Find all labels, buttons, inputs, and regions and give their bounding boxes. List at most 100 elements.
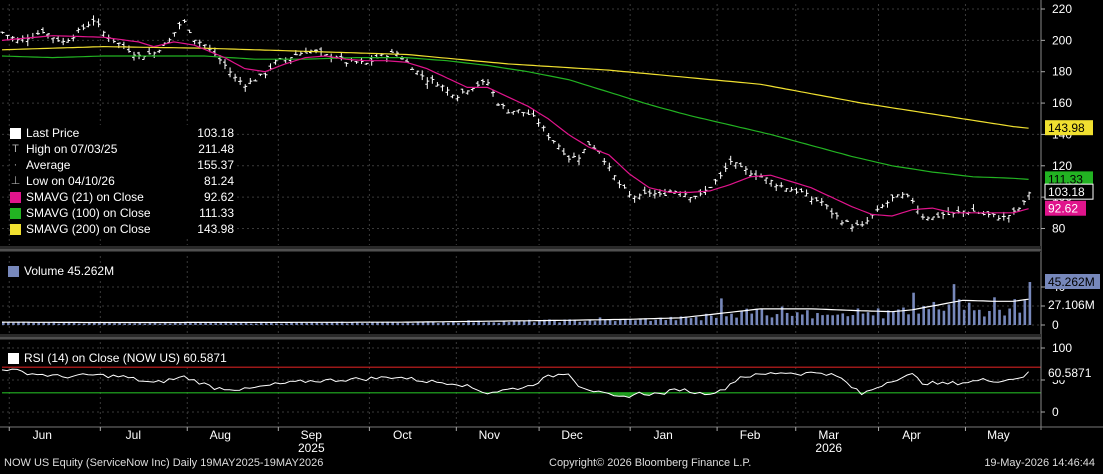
volume-bar (345, 323, 349, 325)
volume-bar (204, 322, 207, 325)
volume-bar (93, 322, 96, 325)
price-tick-label: 180 (1052, 65, 1072, 79)
volume-bar (62, 322, 66, 325)
volume-bar (391, 322, 394, 325)
volume-bar (543, 319, 546, 325)
price-value-tag: 92.62 (1048, 202, 1078, 216)
volume-bar (153, 322, 157, 325)
volume-bar (436, 323, 440, 325)
volume-bar (927, 309, 931, 325)
legend-value: 103.18 (197, 126, 234, 140)
volume-bar (315, 322, 319, 325)
volume-bar (755, 308, 759, 325)
legend-swatch (8, 265, 19, 277)
volume-bar (553, 321, 556, 325)
volume-bar (634, 320, 637, 325)
volume-bar (861, 313, 865, 325)
volume-bar (1013, 299, 1017, 325)
year-label: 2025 (298, 441, 325, 455)
legend-marker-avg: · (13, 159, 18, 171)
volume-bar (52, 321, 56, 325)
volume-bar (816, 313, 819, 325)
legend-row: · Average 155.37 (10, 157, 234, 173)
volume-bar (674, 320, 678, 325)
volume-bar (1018, 312, 1022, 325)
volume-bar (760, 309, 764, 325)
legend-value: 92.62 (203, 190, 234, 204)
legend-row: Last Price 103.18 (10, 125, 234, 141)
price-value-tag-bg (1045, 120, 1093, 136)
volume-bar (709, 315, 713, 325)
price-value-tag-bg (1044, 183, 1094, 200)
volume-bar (118, 322, 121, 325)
month-label: Oct (393, 428, 412, 442)
volume-bar (426, 321, 430, 325)
volume-bar (720, 298, 723, 325)
volume-bar (871, 315, 875, 325)
volume-bar (715, 317, 718, 325)
volume-bar (856, 308, 860, 325)
volume-bar (22, 321, 25, 325)
legend-value: 143.98 (197, 222, 234, 236)
volume-bar (416, 322, 420, 325)
price-tick-label: 120 (1052, 159, 1072, 173)
volume-value-tag: 45.262M (1048, 275, 1095, 289)
volume-bar (512, 320, 516, 325)
volume-bar (467, 320, 470, 325)
volume-bar (618, 318, 622, 325)
volume-bar (730, 313, 733, 325)
month-label: Nov (479, 428, 500, 442)
volume-bar (735, 317, 738, 325)
volume-bar (649, 320, 652, 325)
volume-bar (123, 323, 126, 325)
volume-bar (244, 322, 248, 325)
volume-bar (259, 321, 263, 325)
volume-bar (128, 323, 132, 325)
volume-bar (264, 323, 268, 325)
volume-bar (654, 319, 657, 325)
volume-bar (7, 321, 10, 325)
volume-bar (487, 322, 491, 325)
volume-bar (527, 319, 531, 325)
legend-label: SMAVG (100) on Close (26, 206, 151, 220)
volume-bar (27, 321, 30, 325)
volume-bar (285, 323, 288, 325)
volume-bar (517, 320, 521, 325)
volume-bar (892, 311, 895, 325)
volume-bar (907, 314, 910, 325)
volume-bar (275, 323, 278, 325)
rsi-value-tag-bg (1045, 365, 1100, 381)
volume-bar (507, 322, 511, 325)
volume-bar (538, 321, 541, 325)
volume-bar (811, 318, 814, 325)
month-label: Feb (740, 428, 761, 442)
volume-bar (679, 316, 683, 325)
volume-bar (366, 323, 369, 325)
volume-bar (821, 315, 824, 325)
volume-bar (831, 315, 834, 325)
volume-bar (942, 310, 946, 325)
volume-bar (522, 321, 526, 325)
legend-swatch (10, 127, 21, 139)
footer-security-info: NOW US Equity (ServiceNow Inc) Daily 19M… (4, 457, 324, 469)
volume-bar (902, 307, 905, 325)
legend-label: Last Price (26, 126, 80, 140)
volume-bar (608, 319, 612, 325)
volume-bar (978, 309, 981, 325)
volume-bar (406, 322, 410, 325)
volume-bar (376, 322, 379, 325)
volume-bar (411, 323, 415, 325)
legend-label: Volume 45.262M (24, 264, 115, 278)
legend-row: RSI (14) on Close (NOW US) 60.5871 (8, 350, 227, 366)
volume-bar (77, 323, 81, 325)
volume-bar (922, 306, 925, 325)
volume-bar (32, 322, 35, 325)
volume-bar (457, 322, 460, 325)
legend-swatch (8, 352, 19, 364)
volume-value-tag-bg (1045, 297, 1100, 313)
volume-bar (194, 322, 197, 325)
price-value-tag: 111.33 (1048, 172, 1083, 186)
rsi-oversold-fill (618, 392, 625, 397)
volume-bar (876, 308, 880, 325)
volume-bar (851, 315, 855, 325)
